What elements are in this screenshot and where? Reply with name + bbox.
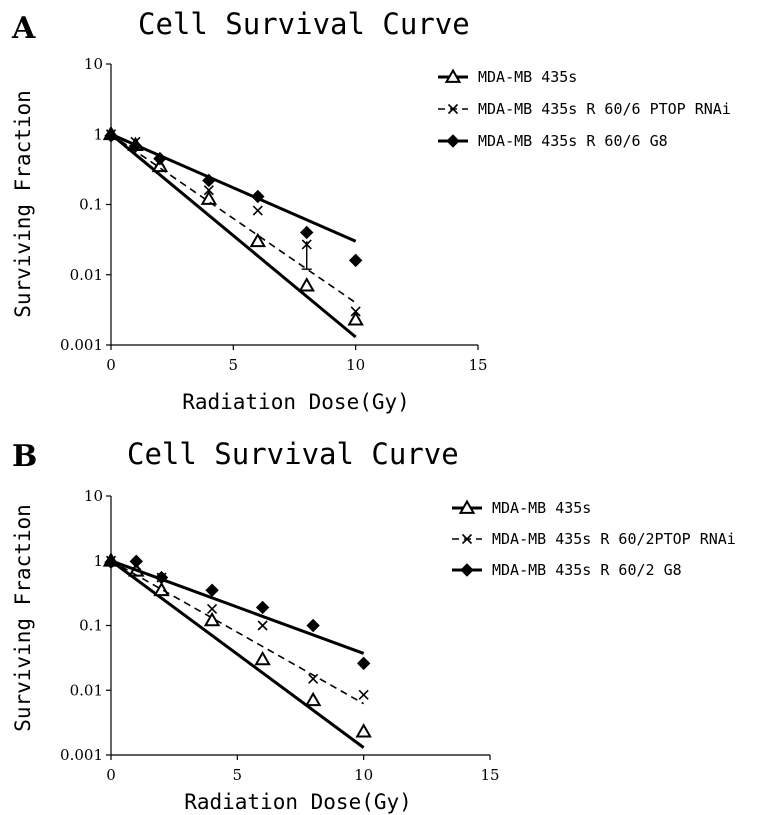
series-1	[102, 125, 364, 339]
data-point	[348, 253, 363, 268]
panel-letter: A	[11, 11, 36, 46]
y-tick-label: 0.01	[70, 681, 103, 699]
y-axis-title: Surviving Fraction	[11, 504, 35, 732]
legend-marker	[461, 533, 473, 545]
data-point	[252, 205, 263, 216]
legend-label: MDA-MB 435s R 60/6 G8	[478, 132, 668, 150]
y-tick-label: 0.01	[70, 266, 103, 284]
x-tick-label: 0	[106, 766, 116, 784]
data-point	[104, 129, 118, 143]
y-axis-title: Surviving Fraction	[11, 90, 35, 318]
y-tick-label: 0.001	[60, 336, 103, 354]
data-point	[203, 185, 214, 196]
legend-marker	[460, 563, 474, 577]
data-point	[203, 611, 221, 627]
panel-letter: B	[12, 439, 37, 474]
legend-label: MDA-MB 435s R 60/2PTOP RNAi	[492, 530, 736, 548]
legend-label: MDA-MB 435s R 60/2 G8	[492, 561, 682, 579]
chart-panel-a: A Cell Survival Curve 0.001 0.01 0.1 1 10 0 5 10 1…	[11, 7, 731, 414]
series-3	[104, 129, 363, 268]
y-tick-label: 0.001	[60, 746, 103, 764]
data-point	[202, 173, 216, 188]
series-fit-line	[110, 133, 357, 339]
legend-entry: MDA-MB 435s R 60/6 G8	[438, 132, 668, 150]
series-fit-line	[110, 559, 365, 655]
y-tick-label: 0.1	[79, 196, 103, 214]
series-fit-line	[110, 560, 365, 705]
series-fit-line	[110, 132, 357, 243]
data-point	[153, 581, 170, 597]
legend-label: MDA-MB 435s	[478, 68, 577, 86]
data-point	[304, 691, 322, 707]
y-tick-label: 1	[93, 125, 103, 143]
data-point	[254, 650, 271, 666]
legend-entry: MDA-MB 435s	[438, 68, 577, 86]
data-point	[128, 139, 143, 153]
x-tick-label: 15	[480, 766, 499, 784]
data-point	[300, 225, 314, 240]
series-fit-line	[110, 559, 365, 749]
x-tick-label: 15	[468, 356, 487, 374]
y-tick-label: 10	[84, 55, 103, 73]
legend-marker	[447, 103, 459, 115]
data-point	[355, 723, 372, 738]
legend-marker	[444, 68, 462, 83]
series-1	[102, 552, 372, 749]
data-point	[129, 554, 143, 569]
data-point	[154, 570, 169, 585]
data-point	[200, 190, 218, 205]
data-point	[306, 618, 320, 633]
data-point	[347, 311, 364, 326]
chart-title: Cell Survival Curve	[138, 7, 470, 41]
data-point	[301, 239, 312, 250]
y-tick-label: 1	[93, 552, 103, 570]
data-point	[249, 232, 267, 248]
y-tick-label: 0.1	[79, 617, 103, 635]
data-point	[350, 306, 361, 317]
data-point	[153, 151, 167, 166]
data-point	[356, 656, 371, 671]
legend-entry: MDA-MB 435s R 60/6 PTOP RNAi	[438, 100, 731, 118]
x-tick-label: 5	[229, 356, 239, 374]
series-3	[104, 554, 371, 671]
x-axis-title: Radiation Dose(Gy)	[184, 790, 412, 814]
y-tick-label: 10	[84, 487, 103, 505]
data-point	[205, 583, 219, 597]
legend-entry: MDA-MB 435s R 60/2PTOP RNAi	[452, 530, 736, 548]
data-point	[298, 277, 315, 292]
x-axis-title: Radiation Dose(Gy)	[182, 390, 410, 414]
series-fit-line	[110, 133, 357, 304]
legend-marker	[458, 499, 476, 514]
x-tick-label: 10	[346, 356, 365, 374]
data-point	[255, 600, 270, 615]
data-point	[104, 555, 118, 569]
x-tick-label: 10	[354, 766, 373, 784]
chart-panel-b: B Cell Survival Curve 0.001 0.01 0.1 1 10 0 5 10 1…	[11, 437, 736, 814]
legend-entry: MDA-MB 435s R 60/2 G8	[452, 561, 682, 579]
chart-title: Cell Survival Curve	[127, 437, 459, 471]
data-point	[257, 620, 268, 631]
legend-label: MDA-MB 435s	[492, 499, 591, 517]
legend-label: MDA-MB 435s R 60/6 PTOP RNAi	[478, 100, 731, 118]
data-point	[358, 689, 369, 700]
x-tick-label: 5	[233, 766, 243, 784]
data-point	[251, 189, 265, 204]
x-tick-label: 0	[106, 356, 116, 374]
data-point	[308, 673, 319, 684]
legend-entry: MDA-MB 435s	[452, 499, 591, 517]
series-2	[105, 555, 369, 705]
series-2	[105, 129, 361, 317]
legend-marker	[446, 134, 460, 148]
data-point	[207, 603, 218, 615]
